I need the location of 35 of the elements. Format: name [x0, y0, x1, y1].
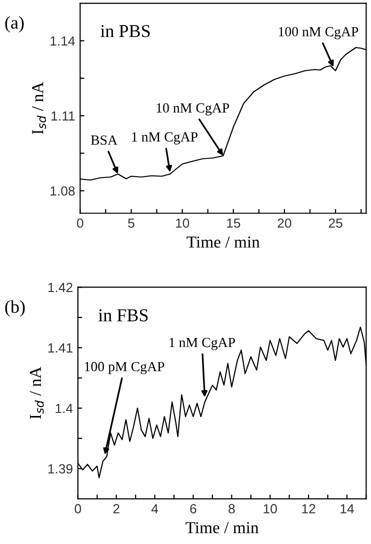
x-tick-label: 4 [151, 504, 158, 514]
y-tick-label: 1.08 [50, 186, 75, 196]
x-tick-label: 25 [328, 218, 342, 228]
x-tick-label: 10 [176, 218, 190, 228]
annotation: 1 nM CgAP [170, 338, 235, 350]
annotation: 100 pM CgAP [84, 362, 164, 374]
annotation: in FBS [98, 309, 148, 322]
x-axis-title: Time / min [186, 522, 259, 534]
y-tick-label: 1.41 [48, 343, 72, 352]
x-tick-label: 0 [76, 218, 84, 228]
x-axis-title: Time / min [186, 236, 260, 248]
annotation: 100 nM CgAP [278, 27, 358, 40]
y-tick-label: 1.11 [52, 111, 75, 121]
x-tick-label: 10 [264, 504, 277, 514]
x-tick-label: 0 [74, 504, 82, 514]
annotation: 1 nM CgAP [132, 132, 198, 144]
y-tick-label: 1.39 [48, 464, 72, 474]
annotation: 10 nM CgAP [156, 103, 230, 116]
x-tick-label: 8 [228, 504, 235, 514]
text: (a) [5, 16, 24, 32]
y-axis-title: I$_{sd}$ / nA [32, 82, 46, 134]
x-tick-label: 5 [128, 218, 134, 228]
y-tick-label: 1.4 [56, 404, 73, 413]
text: (b) [5, 300, 25, 317]
y-tick-label: 1.14 [50, 36, 75, 46]
annotation: in PBS [100, 25, 150, 38]
y-axis-title: I$_{sd}$ / nA [30, 366, 44, 419]
x-tick-label: 20 [278, 218, 292, 228]
x-tick-label: 15 [227, 218, 240, 228]
y-tick-label: 1.42 [48, 282, 72, 292]
x-tick-label: 2 [113, 504, 120, 514]
x-tick-label: 6 [190, 504, 196, 514]
x-tick-label: 12 [302, 504, 316, 514]
annotation: BSA [90, 135, 118, 145]
x-tick-label: 14 [340, 504, 354, 514]
